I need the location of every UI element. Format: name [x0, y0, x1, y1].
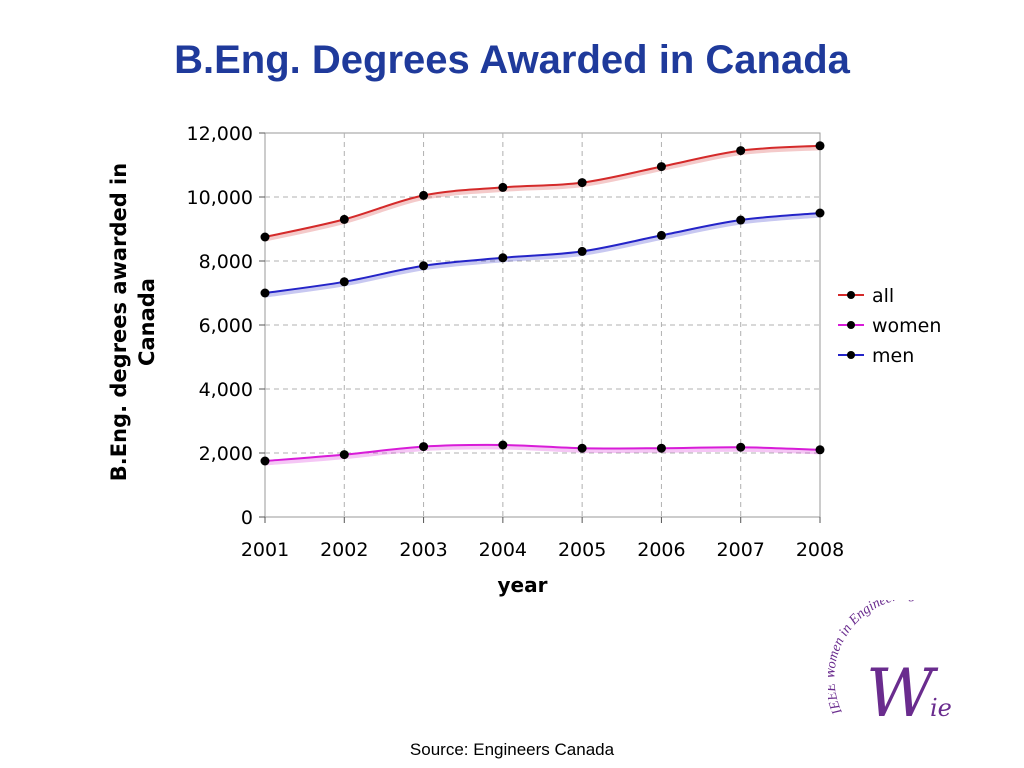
series-women-point	[498, 440, 508, 450]
chart-series	[260, 141, 825, 466]
series-women-point	[577, 443, 587, 453]
legend-label: all	[872, 285, 894, 307]
legend-swatch-marker	[847, 291, 855, 299]
legend-swatch-marker	[847, 351, 855, 359]
x-tick-label: 2001	[241, 539, 289, 561]
series-women	[260, 440, 825, 466]
y-tick-label: 8,000	[199, 251, 253, 273]
y-axis-title: B.Eng. degrees awarded in Canada	[107, 163, 159, 481]
x-axis-title: year	[498, 573, 548, 597]
series-women-point	[419, 442, 429, 452]
series-all-point	[498, 182, 508, 192]
y-tick-label: 12,000	[187, 123, 253, 145]
series-men-point	[577, 246, 587, 256]
series-all-point	[419, 190, 429, 200]
x-tick-label: 2002	[320, 539, 368, 561]
series-women-point	[815, 445, 825, 455]
y-axis-title-line1: B.Eng. degrees awarded in	[107, 163, 131, 481]
x-tick-label: 2008	[796, 539, 844, 561]
series-women-point	[339, 450, 349, 460]
series-all-shadow	[264, 145, 821, 242]
series-women-point	[656, 443, 666, 453]
series-men-point	[498, 253, 508, 263]
legend-item-men: men	[838, 345, 914, 367]
legend-swatch-marker	[847, 321, 855, 329]
series-men-point	[339, 277, 349, 287]
slide-title: B.Eng. Degrees Awarded in Canada	[174, 38, 850, 82]
series-all	[260, 141, 825, 242]
legend-item-all: all	[838, 285, 894, 307]
y-tick-label: 6,000	[199, 315, 253, 337]
chart-axes: 0 2,000 4,000 6,000 8,000 10,000 12,000 2001 200…	[107, 123, 844, 597]
series-men-point	[260, 288, 270, 298]
legend-label: men	[872, 345, 914, 367]
series-women-line	[264, 443, 821, 462]
x-tick-label: 2004	[479, 539, 527, 561]
series-all-point	[736, 146, 746, 156]
series-men-point	[656, 230, 666, 240]
source-caption: Source: Engineers Canada	[409, 740, 615, 759]
y-axis-title-line2: Canada	[135, 278, 159, 366]
series-men-line	[264, 212, 821, 294]
series-men-point	[419, 261, 429, 271]
legend-item-women: women	[838, 315, 941, 337]
chart-grid	[264, 132, 821, 518]
ieee-wie-logo: IEEE Women in Engineering W ie	[828, 600, 952, 730]
x-tick-label: 2005	[558, 539, 606, 561]
logo-monogram-ie: ie	[930, 694, 952, 722]
series-all-point	[339, 214, 349, 224]
series-women-point	[260, 456, 270, 466]
series-all-point	[577, 178, 587, 188]
x-tick-label: 2006	[637, 539, 685, 561]
chart-legend: all women men	[838, 285, 941, 367]
series-all-point	[260, 232, 270, 242]
series-men-point	[815, 208, 825, 218]
series-men-point	[736, 215, 746, 225]
series-women-shadow	[264, 444, 821, 466]
y-tick-label: 0	[241, 507, 253, 529]
y-tick-label: 4,000	[199, 379, 253, 401]
series-all-point	[656, 162, 666, 172]
legend-label: women	[872, 315, 941, 337]
y-tick-label: 10,000	[187, 187, 253, 209]
series-all-point	[815, 141, 825, 151]
series-men	[260, 208, 825, 298]
logo-monogram-w: W	[866, 655, 939, 730]
x-tick-label: 2007	[717, 539, 765, 561]
y-tick-label: 2,000	[199, 443, 253, 465]
series-women-point	[736, 442, 746, 452]
x-tick-label: 2003	[399, 539, 447, 561]
series-men-shadow	[264, 212, 821, 298]
